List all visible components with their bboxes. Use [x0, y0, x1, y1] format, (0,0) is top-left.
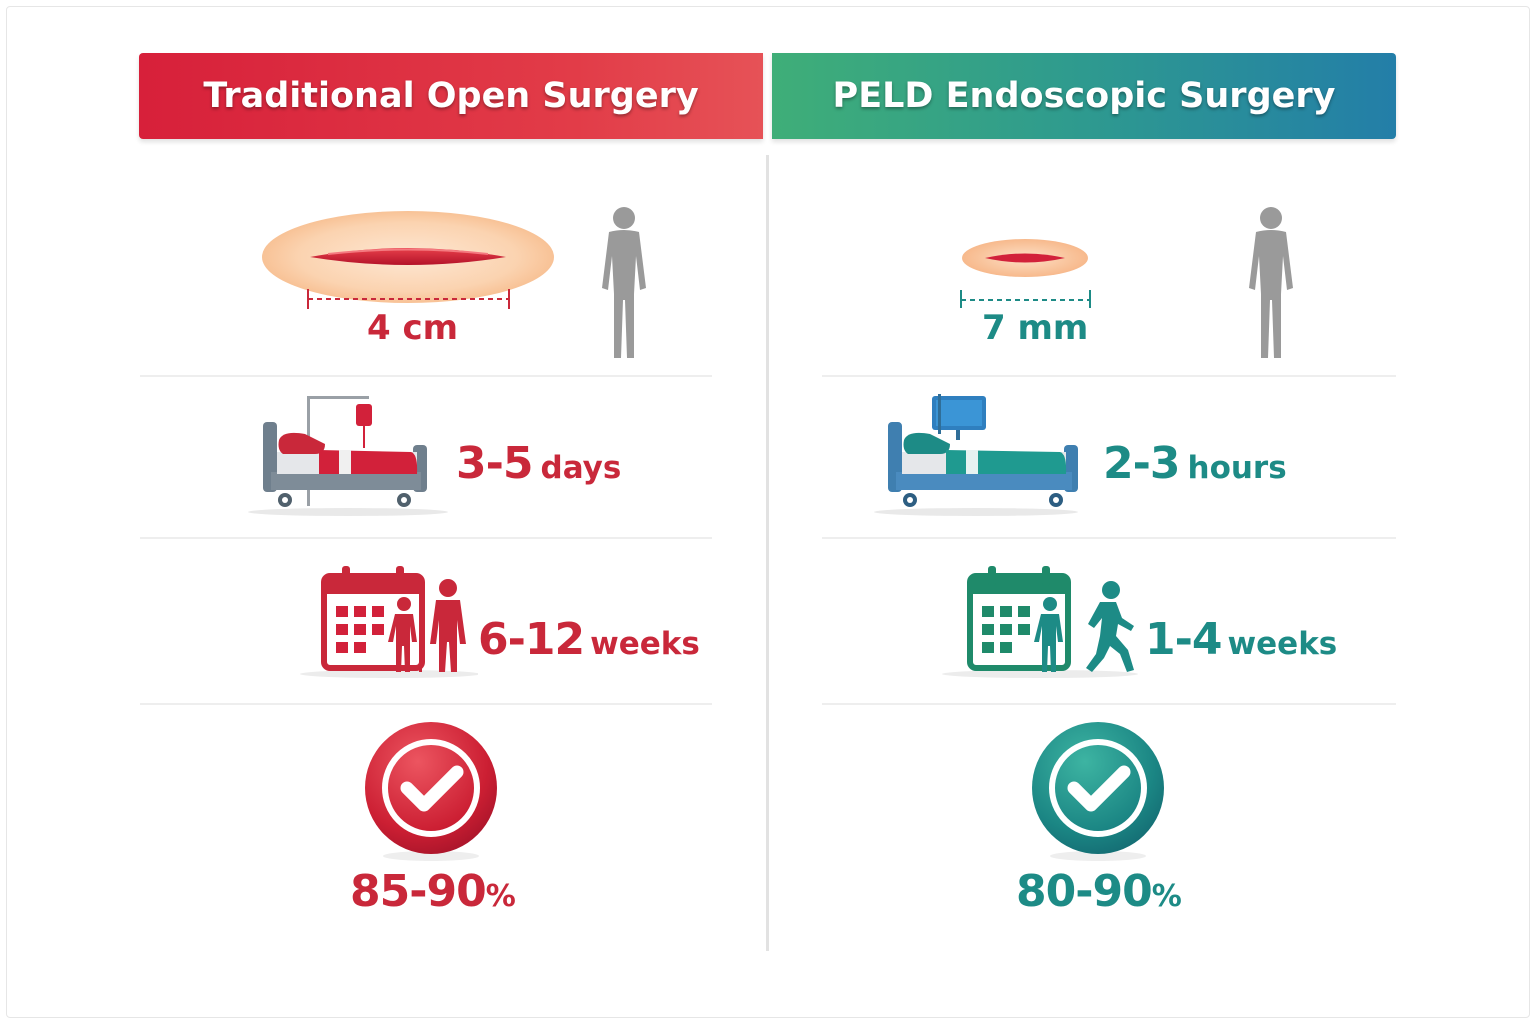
column-divider [766, 155, 769, 951]
calendar-icon [942, 566, 1138, 678]
incision-icon [960, 239, 1091, 308]
row-separator [140, 375, 712, 377]
peld-stay-unit: hours [1187, 450, 1287, 486]
peld-recovery: 1-4 weeks [1145, 614, 1337, 665]
traditional-surgery-title: Traditional Open Surgery [203, 76, 699, 116]
row-separator [822, 537, 1396, 539]
human-figure-icon [602, 207, 646, 358]
traditional-stay-unit: days [540, 450, 622, 486]
peld-stay-value: 2-3 [1103, 438, 1180, 489]
row-separator [822, 375, 1396, 377]
traditional-success-unit: % [485, 879, 516, 914]
hospital-bed-icon [874, 394, 1078, 516]
peld-hospital-stay: 2-3 hours [1103, 438, 1287, 489]
check-circle-icon [365, 722, 497, 861]
peld-recovery-value: 1-4 [1145, 614, 1222, 665]
incision-icon [262, 211, 554, 309]
traditional-recovery-unit: weeks [590, 626, 700, 662]
check-circle-icon [1032, 722, 1164, 861]
traditional-incision-size: 4 cm [367, 308, 459, 348]
traditional-surgery-header: Traditional Open Surgery [139, 53, 763, 139]
row-separator [140, 537, 712, 539]
peld-surgery-header: PELD Endoscopic Surgery [772, 53, 1396, 139]
traditional-success-rate: 85-90 % [350, 866, 516, 917]
peld-success-unit: % [1151, 879, 1182, 914]
peld-surgery-title: PELD Endoscopic Surgery [832, 76, 1336, 116]
peld-success-value: 80-90 [1016, 866, 1153, 917]
traditional-stay-value: 3-5 [456, 438, 533, 489]
row-separator [822, 703, 1396, 705]
human-figure-icon [1249, 207, 1293, 358]
peld-incision-size: 7 mm [982, 308, 1089, 348]
traditional-hospital-stay: 3-5 days [456, 438, 621, 489]
traditional-success-value: 85-90 [350, 866, 487, 917]
row-separator [140, 703, 712, 705]
traditional-recovery-value: 6-12 [478, 614, 585, 665]
peld-success-rate: 80-90 % [1016, 866, 1182, 917]
traditional-recovery: 6-12 weeks [478, 614, 700, 665]
peld-recovery-unit: weeks [1227, 626, 1338, 662]
calendar-icon [300, 566, 478, 678]
hospital-bed-icon [248, 396, 448, 516]
